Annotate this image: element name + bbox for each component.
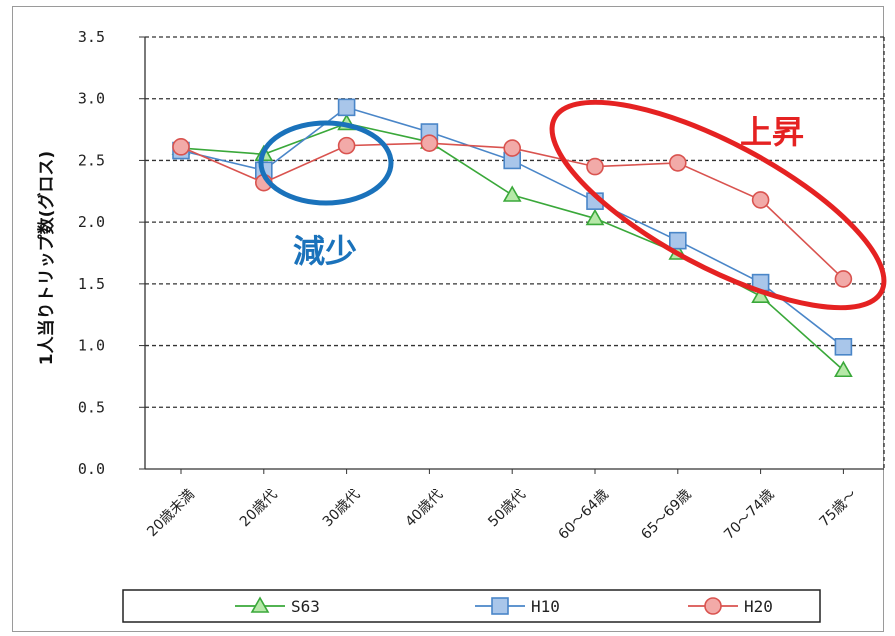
x-tick-label: 50歳代 xyxy=(485,487,529,531)
x-tick-label: 75歳～ xyxy=(817,487,861,531)
data-point xyxy=(172,138,190,156)
legend: S63 H10 H20 xyxy=(122,589,821,623)
x-tick-label: 40歳代 xyxy=(403,487,447,531)
y-tick-label: 1.0 xyxy=(78,337,105,355)
annotations: 減少 上昇 xyxy=(258,99,887,311)
legend-marker xyxy=(491,597,509,615)
x-tick-label: 20歳未満 xyxy=(144,487,198,541)
y-tick-label: 0.0 xyxy=(78,460,105,478)
decrease-ellipse xyxy=(258,120,394,206)
x-tick-label: 20歳代 xyxy=(237,487,281,531)
x-tick-label: 65～69歳 xyxy=(638,487,694,543)
increase-ellipse xyxy=(549,99,887,311)
data-point xyxy=(502,185,522,202)
data-point xyxy=(668,154,687,172)
x-tick-labels: 20歳未満 20歳代 30歳代 40歳代 50歳代 60～64歳 65～69歳 70～74歳 7… xyxy=(144,487,860,543)
y-tick-label: 0.5 xyxy=(78,398,105,416)
y-tick-labels: 0.0 0.5 1.0 1.5 2.0 2.5 3.0 3.5 xyxy=(78,28,105,478)
axes xyxy=(144,37,885,474)
data-point xyxy=(337,98,356,117)
x-tick-label: 60～64歳 xyxy=(556,487,612,543)
data-point xyxy=(586,157,604,176)
increase-annotation: 上昇 xyxy=(740,113,804,151)
data-point xyxy=(834,338,853,356)
data-point xyxy=(668,231,687,250)
legend-label: H10 xyxy=(531,597,560,616)
legend-label: S63 xyxy=(291,597,320,616)
series-h20 xyxy=(172,134,853,288)
data-point xyxy=(503,139,522,157)
data-point xyxy=(585,208,605,226)
data-point xyxy=(834,360,853,378)
data-point xyxy=(834,270,853,288)
y-tick-label: 3.5 xyxy=(78,28,105,46)
x-tick-label: 70～74歳 xyxy=(721,487,777,543)
y-axis-label: 1人当りトリップ数(グロス) xyxy=(36,151,57,365)
y-tick-label: 2.5 xyxy=(78,151,105,169)
y-tick-label: 1.5 xyxy=(78,275,105,293)
grid-lines xyxy=(139,36,884,470)
data-point xyxy=(420,134,439,152)
data-point xyxy=(337,136,356,155)
y-tick-label: 3.0 xyxy=(78,90,105,108)
y-tick-label: 2.0 xyxy=(78,213,105,231)
x-tick-label: 30歳代 xyxy=(320,487,364,531)
legend-label: H20 xyxy=(744,597,773,616)
decrease-annotation: 減少 xyxy=(293,232,357,270)
chart-frame xyxy=(12,6,884,632)
legend-marker xyxy=(250,596,270,613)
data-point xyxy=(751,191,770,209)
legend-marker xyxy=(704,597,722,615)
